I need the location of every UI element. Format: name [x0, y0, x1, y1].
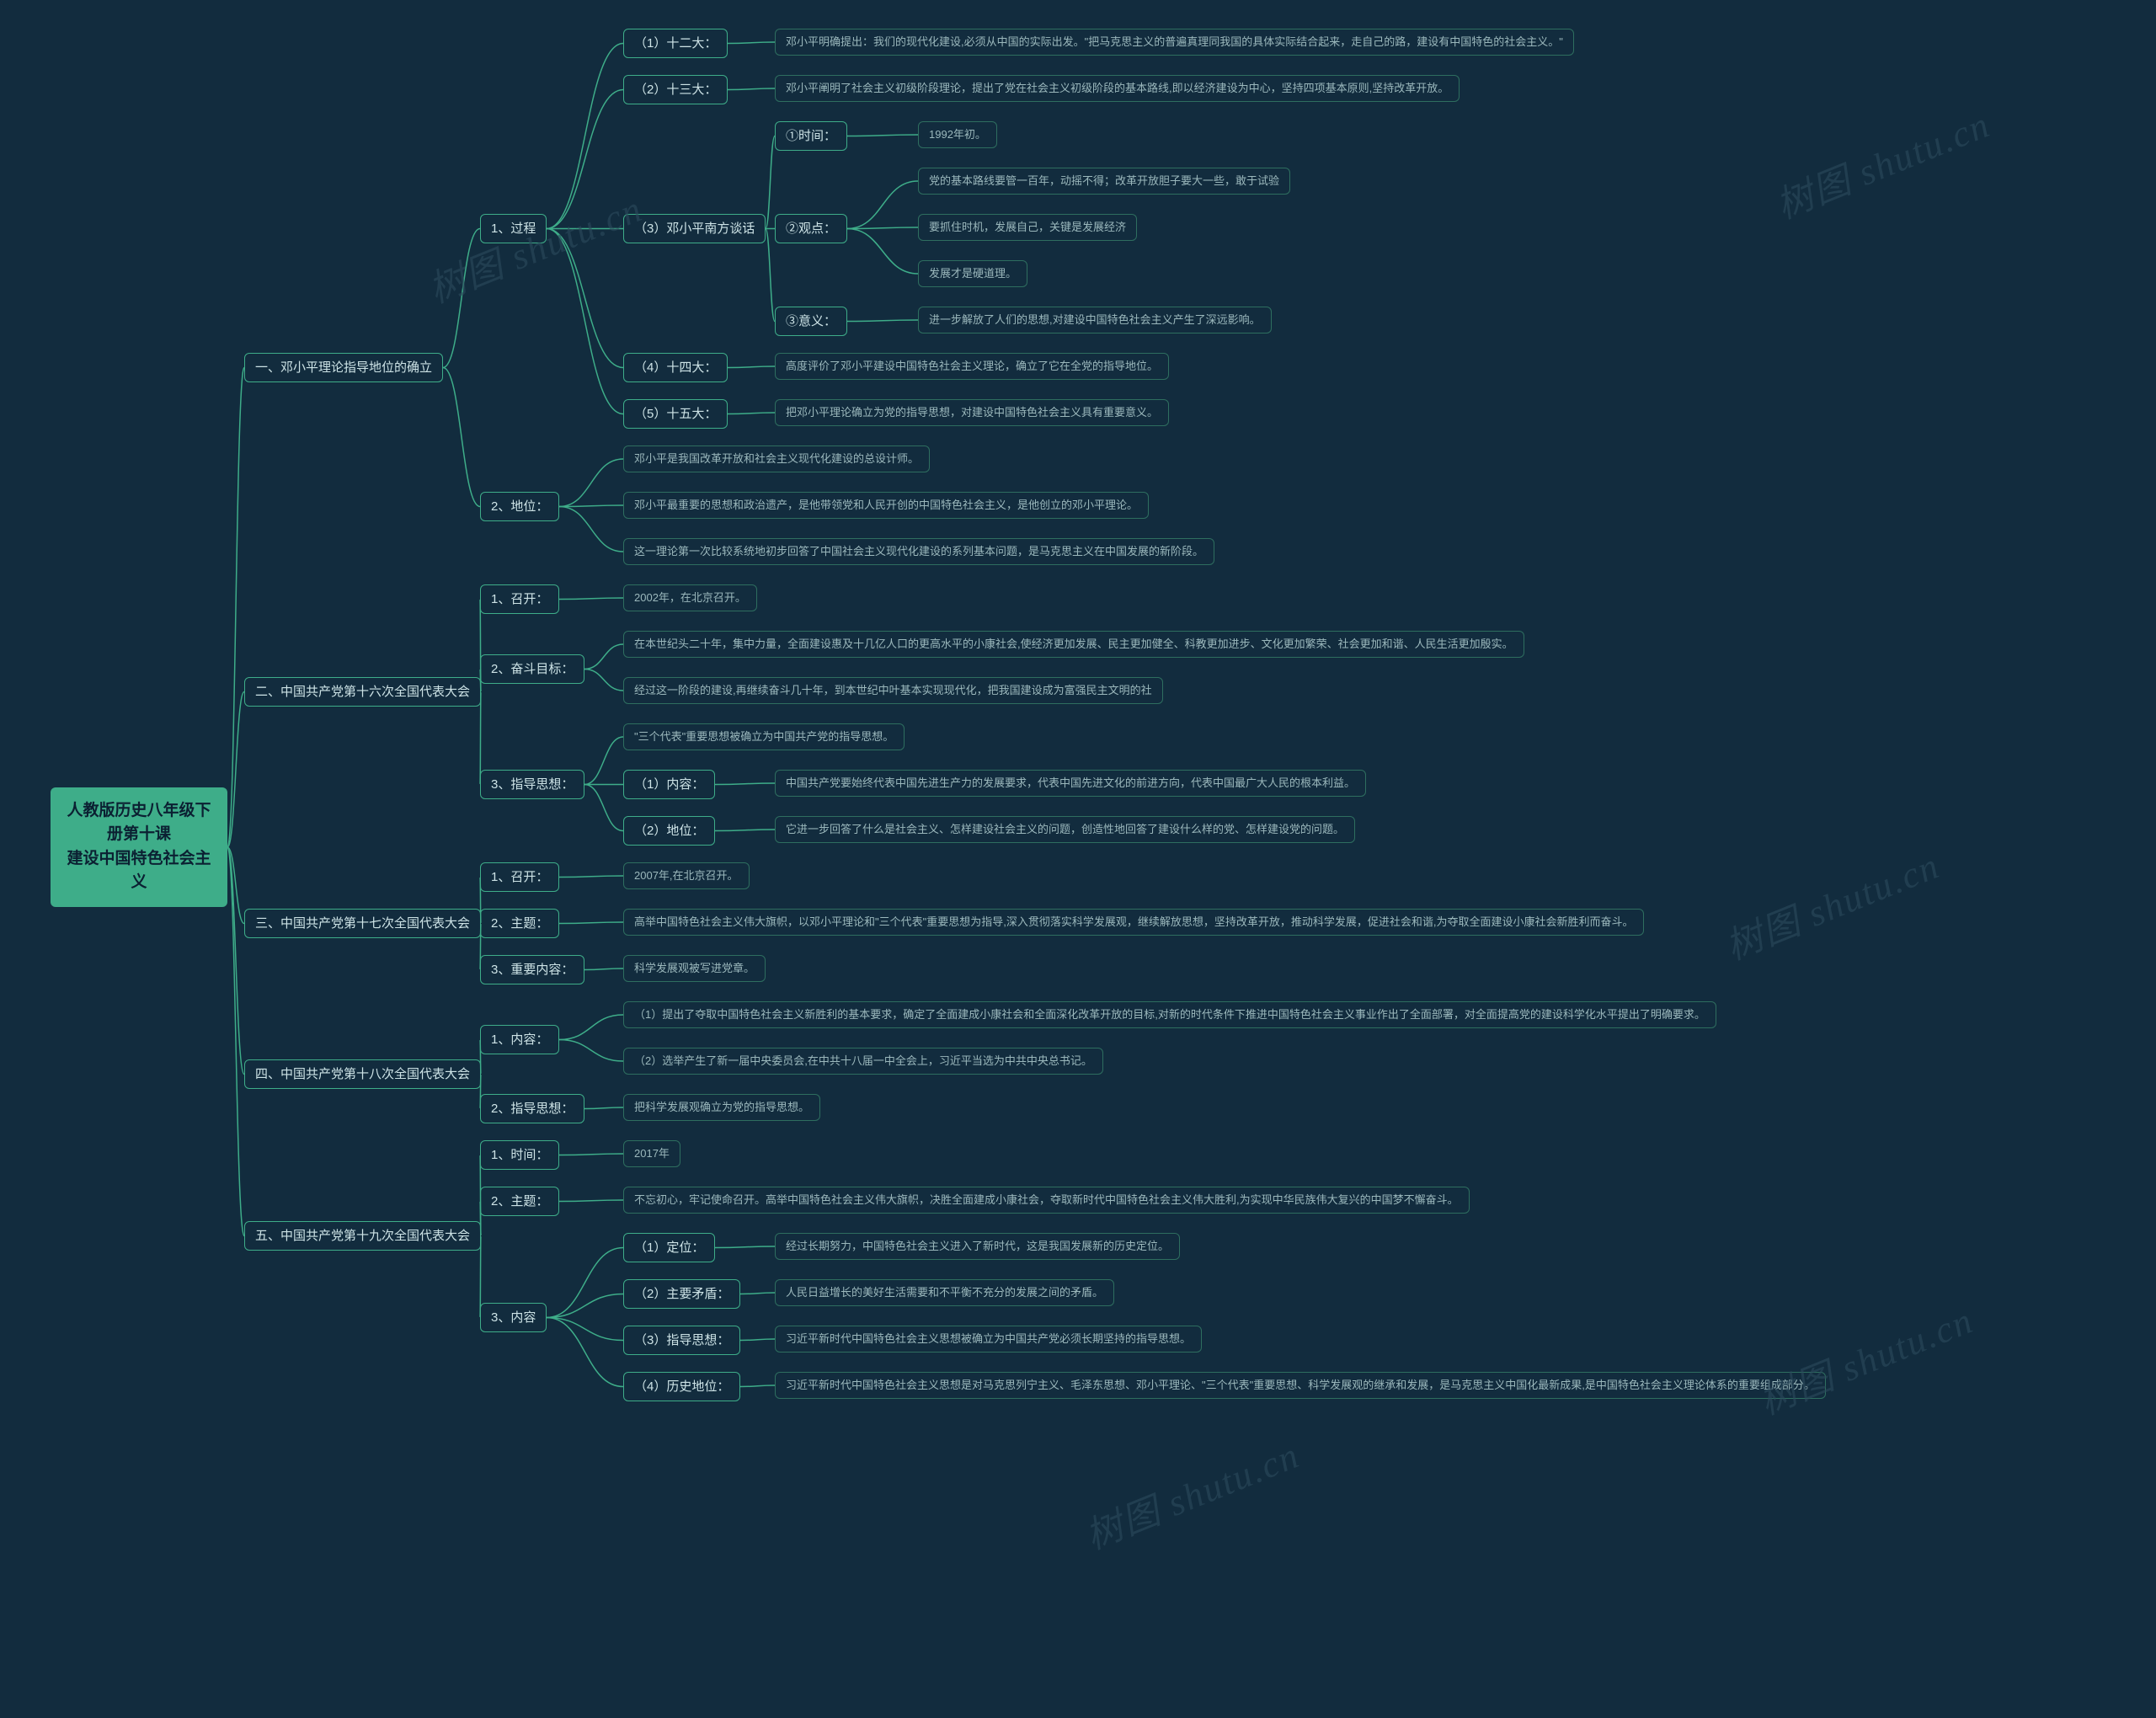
leaf-node: 高举中国特色社会主义伟大旗帜，以邓小平理论和"三个代表"重要思想为指导,深入贯彻… — [623, 909, 1644, 936]
watermark: 树图 shutu.cn — [1716, 835, 1946, 970]
branch-node: 2、指导思想： — [480, 1094, 584, 1123]
connector-layer — [0, 0, 2156, 1718]
leaf-node: 高度评价了邓小平建设中国特色社会主义理论，确立了它在全党的指导地位。 — [775, 353, 1169, 380]
branch-node: 2、地位： — [480, 492, 559, 521]
leaf-node: 2017年 — [623, 1140, 680, 1167]
leaf-node: 经过长期努力，中国特色社会主义进入了新时代，这是我国发展新的历史定位。 — [775, 1233, 1180, 1260]
branch-node: （2）主要矛盾： — [623, 1279, 740, 1309]
branch-node: （3）邓小平南方谈话 — [623, 214, 766, 243]
leaf-node: 这一理论第一次比较系统地初步回答了中国社会主义现代化建设的系列基本问题，是马克思… — [623, 538, 1214, 565]
leaf-node: 把科学发展观确立为党的指导思想。 — [623, 1094, 820, 1121]
branch-node: 一、邓小平理论指导地位的确立 — [244, 353, 443, 382]
leaf-node: 经过这一阶段的建设,再继续奋斗几十年，到本世纪中叶基本实现现代化，把我国建设成为… — [623, 677, 1163, 704]
branch-node: 1、召开： — [480, 584, 559, 614]
branch-node: （1）定位： — [623, 1233, 715, 1262]
leaf-node: 1992年初。 — [918, 121, 997, 148]
leaf-node: （1）提出了夺取中国特色社会主义新胜利的基本要求，确定了全面建成小康社会和全面深… — [623, 1001, 1716, 1028]
leaf-node: 习近平新时代中国特色社会主义思想被确立为中国共产党必须长期坚持的指导思想。 — [775, 1326, 1202, 1353]
leaf-node: 邓小平最重要的思想和政治遗产，是他带领党和人民开创的中国特色社会主义，是他创立的… — [623, 492, 1149, 519]
branch-node: （1）内容： — [623, 770, 715, 799]
branch-node: （2）地位： — [623, 816, 715, 846]
branch-node: （5）十五大： — [623, 399, 728, 429]
branch-node: 1、过程 — [480, 214, 547, 243]
branch-node: 五、中国共产党第十九次全国代表大会 — [244, 1221, 481, 1251]
branch-node: （3）指导思想： — [623, 1326, 740, 1355]
branch-node: （1）十二大： — [623, 29, 728, 58]
watermark: 树图 shutu.cn — [1750, 1290, 1980, 1425]
leaf-node: 发展才是硬道理。 — [918, 260, 1027, 287]
leaf-node: 中国共产党要始终代表中国先进生产力的发展要求，代表中国先进文化的前进方向，代表中… — [775, 770, 1366, 797]
branch-node: 1、召开： — [480, 862, 559, 892]
branch-node: ①时间： — [775, 121, 847, 151]
branch-node: 2、奋斗目标： — [480, 654, 584, 684]
mindmap-canvas: 人教版历史八年级下册第十课 建设中国特色社会主义 一、邓小平理论指导地位的确立 1、… — [0, 0, 2156, 1718]
leaf-node: 党的基本路线要管一百年，动摇不得；改革开放胆子要大一些，敢于试验 — [918, 168, 1290, 195]
branch-node: 2、主题： — [480, 1187, 559, 1216]
watermark: 树图 shutu.cn — [1076, 1425, 1306, 1560]
leaf-node: 邓小平明确提出：我们的现代化建设,必须从中国的实际出发。"把马克思主义的普遍真理… — [775, 29, 1574, 56]
leaf-node: 不忘初心，牢记使命召开。高举中国特色社会主义伟大旗帜，决胜全面建成小康社会，夺取… — [623, 1187, 1470, 1214]
branch-node: 1、时间： — [480, 1140, 559, 1170]
watermark: 树图 shutu.cn — [1767, 94, 1997, 229]
leaf-node: 邓小平阐明了社会主义初级阶段理论，提出了党在社会主义初级阶段的基本路线,即以经济… — [775, 75, 1460, 102]
leaf-node: 把邓小平理论确立为党的指导思想，对建设中国特色社会主义具有重要意义。 — [775, 399, 1169, 426]
leaf-node: （2）选举产生了新一届中央委员会,在中共十八届一中全会上，习近平当选为中共中央总… — [623, 1048, 1103, 1075]
branch-node: ②观点： — [775, 214, 847, 243]
branch-node: 三、中国共产党第十七次全国代表大会 — [244, 909, 481, 938]
leaf-node: 在本世纪头二十年，集中力量，全面建设惠及十几亿人口的更高水平的小康社会,使经济更… — [623, 631, 1524, 658]
root-node: 人教版历史八年级下册第十课 建设中国特色社会主义 — [51, 787, 227, 907]
leaf-node: 进一步解放了人们的思想,对建设中国特色社会主义产生了深远影响。 — [918, 307, 1272, 333]
leaf-node: 要抓住时机，发展自己，关键是发展经济 — [918, 214, 1137, 241]
branch-node: 2、主题： — [480, 909, 559, 938]
branch-node: 四、中国共产党第十八次全国代表大会 — [244, 1059, 481, 1089]
watermark: 树图 shutu.cn — [419, 179, 649, 313]
branch-node: 3、指导思想： — [480, 770, 584, 799]
branch-node: 3、重要内容： — [480, 955, 584, 984]
leaf-node: 科学发展观被写进党章。 — [623, 955, 766, 982]
leaf-node: "三个代表"重要思想被确立为中国共产党的指导思想。 — [623, 723, 905, 750]
branch-node: （2）十三大： — [623, 75, 728, 104]
branch-node: ③意义： — [775, 307, 847, 336]
branch-node: （4）十四大： — [623, 353, 728, 382]
leaf-node: 邓小平是我国改革开放和社会主义现代化建设的总设计师。 — [623, 446, 930, 472]
leaf-node: 人民日益增长的美好生活需要和不平衡不充分的发展之间的矛盾。 — [775, 1279, 1114, 1306]
leaf-node: 2007年,在北京召开。 — [623, 862, 750, 889]
branch-node: 二、中国共产党第十六次全国代表大会 — [244, 677, 481, 707]
leaf-node: 2002年，在北京召开。 — [623, 584, 757, 611]
branch-node: 1、内容： — [480, 1025, 559, 1054]
branch-node: （4）历史地位： — [623, 1372, 740, 1401]
branch-node: 3、内容 — [480, 1303, 547, 1332]
leaf-node: 它进一步回答了什么是社会主义、怎样建设社会主义的问题，创造性地回答了建设什么样的… — [775, 816, 1355, 843]
leaf-node: 习近平新时代中国特色社会主义思想是对马克思列宁主义、毛泽东思想、邓小平理论、"三… — [775, 1372, 1826, 1399]
